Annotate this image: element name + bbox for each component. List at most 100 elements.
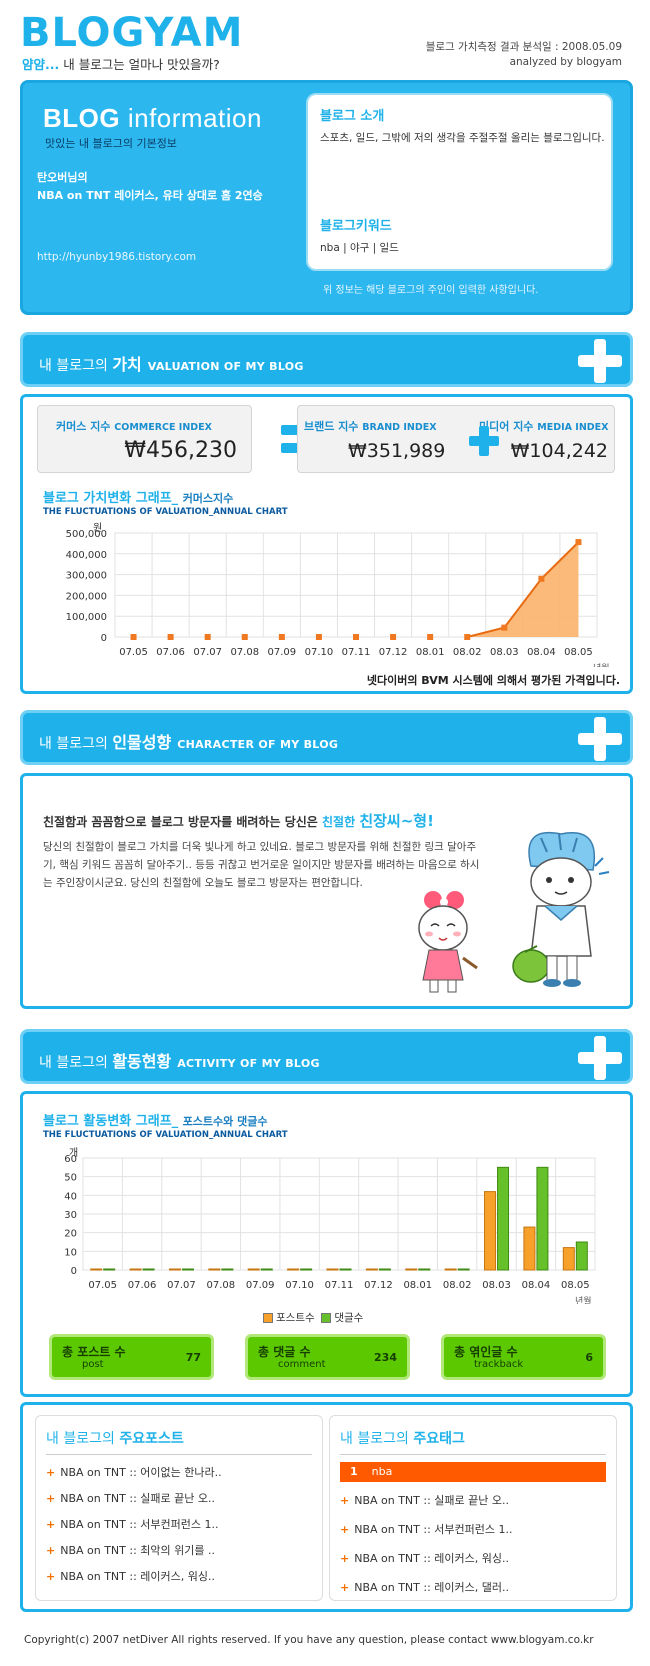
valuation-panel: 커머스 지수 COMMERCE INDEX ₩456,230 브랜드 지수 BR… [20,394,633,694]
top-tags-box: 내 블로그의 주요태그 1 nba NBA on TNT :: 실패로 끝난 오.… [329,1415,617,1601]
comment-bar [457,1268,470,1271]
x-tick-label: 08.01 [416,647,445,658]
tag-post-link[interactable]: NBA on TNT :: 레이커스, 댈러.. [340,1573,513,1602]
media-kr: 미디어 지수 [479,420,534,433]
tag-post-link[interactable]: NBA on TNT :: 레이커스, 워싱.. [340,1544,513,1573]
top-posts-list: NBA on TNT :: 어이없는 한나라.. NBA on TNT :: 실… [46,1460,222,1590]
intro-text: 스포츠, 일드, 그밖에 저의 생각을 주절주절 올리는 블로그입니다. [320,132,605,144]
info-title-b: information [127,103,262,133]
character-section-bar[interactable]: 내 블로그의 인물성향 CHARACTER OF MY BLOG [20,710,633,765]
bar-kr-b: 활동현황 [112,1052,172,1071]
x-tick-label: 07.12 [364,1280,393,1291]
stat-value: 6 [585,1351,593,1364]
info-subtitle: 맛있는 내 블로그의 기본정보 [45,137,177,150]
top-tag-label: nba [371,1465,393,1478]
activity-legend: 포스트수 댓글수 [263,1310,363,1325]
x-tick-label: 07.11 [342,647,371,658]
x-tick-label: 07.05 [119,647,148,658]
analysis-info: 블로그 가치측정 결과 분석일 : 2008.05.09 analyzed by… [426,40,622,70]
post-link[interactable]: NBA on TNT :: 레이커스, 워싱.. [46,1564,222,1590]
valuation-graph-title-sub: 커머스지수 [182,492,234,505]
y-tick-label: 300,000 [66,571,107,582]
bar-en: ACTIVITY OF MY BLOG [177,1057,320,1070]
x-tick-label: 07.09 [246,1280,275,1291]
info-title-a: BLOG [43,103,121,133]
blog-information-panel: BLOG information 맛있는 내 블로그의 기본정보 탄오버님의 N… [20,80,633,315]
character-head: 친절함과 꼼꼼함으로 블로그 방문자를 배려하는 당신은 [43,815,318,829]
blog-name: 탄오버님의 NBA on TNT 레이커스, 유타 상대로 홈 2연승 [37,169,287,205]
girl-character-illustration [418,891,478,993]
stat-en: comment [278,1359,326,1370]
commerce-label: 커머스 지수 COMMERCE INDEX [56,418,212,434]
data-point [204,634,211,640]
x-tick-label: 08.02 [453,647,482,658]
post-link[interactable]: NBA on TNT :: 서부컨퍼런스 1.. [46,1512,222,1538]
expand-plus-icon[interactable] [578,717,622,761]
bar-kr-a: 내 블로그의 [39,736,108,752]
x-tick-label: 08.05 [561,1280,590,1291]
analysis-date: 블로그 가치측정 결과 분석일 : 2008.05.09 [425,41,622,53]
comment-bar [497,1166,510,1271]
top-posts-title: 내 블로그의 주요포스트 [46,1428,184,1448]
activity-section-bar[interactable]: 내 블로그의 활동현황 ACTIVITY OF MY BLOG [20,1029,633,1084]
expand-plus-icon[interactable] [578,1036,622,1080]
data-point [390,634,397,640]
character-kind: 친절한 [322,815,356,829]
activity-graph-title-main: 블로그 활동변화 그래프_ [43,1114,179,1129]
media-en: MEDIA INDEX [537,422,609,433]
y-tick-label: 0 [101,633,107,644]
tag-post-link[interactable]: NBA on TNT :: 실패로 끝난 오.. [340,1486,513,1515]
activity-graph-title-sub: 포스트수와 댓글수 [182,1115,268,1128]
data-point [241,634,248,640]
comment-bar [378,1268,391,1271]
x-tick-label: 08.04 [522,1280,551,1291]
keyword-list: nba | 야구 | 일드 [320,242,399,254]
x-axis-unit: 년월 [575,1295,592,1304]
post-link[interactable]: NBA on TNT :: 최악의 위기를 .. [46,1538,222,1564]
blogyam-logo[interactable]: BLOGYAM [20,10,244,56]
posts-title-a: 내 블로그의 [46,1431,115,1447]
blog-url-link[interactable]: http://hyunby1986.tistory.com [37,251,197,263]
comment-bar [142,1268,155,1271]
post-link[interactable]: NBA on TNT :: 어이없는 한나라.. [46,1460,221,1486]
activity-chart: 60 50 40 30 20 10 0 개 07.05 07.06 07.07 07.08 07.09 0… [64,1147,596,1304]
y-tick-label: 100,000 [66,612,107,623]
x-tick-label: 08.04 [527,647,556,658]
bar-kr-b: 가치 [112,355,142,374]
data-point [353,634,359,640]
stat-label: 총 포스트 수 [62,1345,126,1359]
y-tick-label: 40 [64,1191,77,1202]
post-link[interactable]: NBA on TNT :: 실패로 끝난 오.. [46,1486,222,1512]
keyword-section: 블로그키워드 nba | 야구 | 일드 [320,215,605,257]
top-tag-rank: 1 [350,1465,358,1478]
comment-bar [181,1268,194,1271]
x-tick-label: 07.08 [230,647,259,658]
post-bar [562,1247,575,1271]
stat-value: 77 [185,1351,201,1364]
y-axis-unit: 개 [69,1147,78,1159]
x-tick-label: 08.03 [482,1280,511,1291]
plus-icon [469,426,499,456]
post-bar [484,1191,497,1271]
info-note: 위 정보는 해당 블로그의 주인이 입력한 사항입니다. [323,285,539,296]
comment-bar [221,1268,234,1271]
x-tick-label: 07.05 [88,1280,117,1291]
total-posts-stat: 총 포스트 수 post 77 [49,1334,214,1380]
y-tick-label: 20 [64,1229,77,1240]
tag-post-link[interactable]: NBA on TNT :: 서부컨퍼런스 1.. [340,1515,512,1544]
comment-bar [536,1166,549,1271]
character-headline: 친절함과 꼼꼼함으로 블로그 방문자를 배려하는 당신은 친절한 친장씨~형! [43,810,434,831]
blog-title: NBA on TNT 레이커스, 유타 상대로 홈 2연승 [37,189,263,202]
expand-plus-icon[interactable] [578,339,622,383]
tags-title-a: 내 블로그의 [340,1431,409,1447]
data-point [427,634,434,640]
activity-graph-title: 블로그 활동변화 그래프_ 포스트수와 댓글수 [43,1110,267,1129]
y-tick-label: 500,000 [66,529,107,540]
x-tick-label: 08.02 [443,1280,472,1291]
activity-panel: 블로그 활동변화 그래프_ 포스트수와 댓글수 THE FLUCTUATIONS… [20,1091,633,1397]
top-tag[interactable]: 1 nba [340,1462,606,1482]
valuation-section-bar[interactable]: 내 블로그의 가치 VALUATION OF MY BLOG [20,332,633,387]
post-bar [326,1268,339,1271]
bar-kr-a: 내 블로그의 [39,358,108,374]
